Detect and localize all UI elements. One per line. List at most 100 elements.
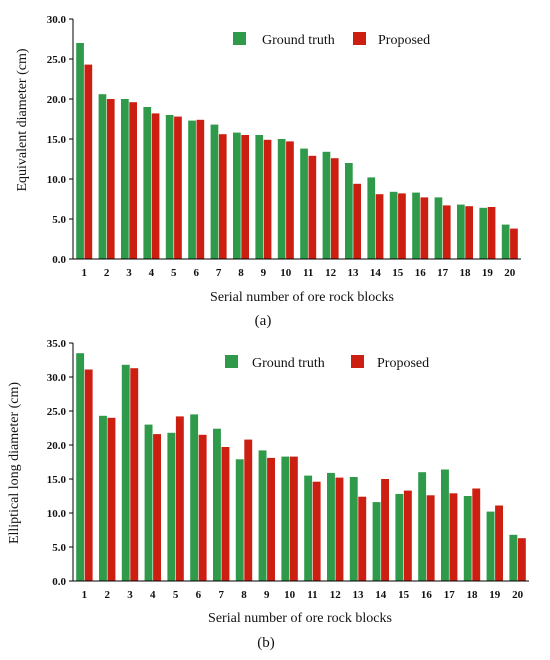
y-tick-label: 20.0 — [47, 440, 67, 452]
x-tick-label: 1 — [81, 267, 87, 279]
bar-ground-truth-8 — [233, 132, 241, 259]
legend-swatch-proposed — [353, 32, 366, 45]
x-tick-label: 2 — [104, 589, 110, 601]
bar-ground-truth-20 — [509, 534, 518, 581]
bar-ground-truth-18 — [457, 204, 465, 259]
x-tick-label: 17 — [437, 267, 449, 279]
x-tick-label: 12 — [330, 589, 342, 601]
y-tick-label: 5.0 — [52, 214, 66, 226]
bar-proposed-17 — [442, 205, 451, 259]
x-tick-label: 5 — [173, 589, 179, 601]
x-axis-label: Serial number of ore rock blocks — [210, 290, 394, 305]
bar-proposed-10 — [286, 141, 294, 259]
bar-ground-truth-2 — [99, 415, 107, 581]
bar-ground-truth-20 — [501, 224, 510, 259]
bar-proposed-14 — [381, 479, 389, 581]
bar-proposed-16 — [420, 197, 429, 259]
x-tick-label: 7 — [218, 589, 224, 601]
bar-proposed-7 — [218, 134, 227, 259]
figure-caption: (a) — [255, 313, 272, 329]
bar-ground-truth-12 — [322, 151, 331, 259]
x-tick-label: 7 — [216, 267, 222, 279]
x-tick-label: 13 — [348, 267, 360, 279]
bar-proposed-9 — [267, 457, 275, 581]
x-tick-label: 16 — [415, 267, 427, 279]
bar-ground-truth-2 — [98, 94, 107, 259]
y-tick-label: 25.0 — [47, 406, 67, 418]
x-tick-label: 19 — [489, 589, 501, 601]
x-tick-label: 20 — [504, 267, 516, 279]
bar-proposed-5 — [174, 116, 182, 259]
x-tick-label: 20 — [512, 589, 524, 601]
bar-ground-truth-3 — [121, 99, 129, 259]
bar-proposed-13 — [358, 496, 367, 581]
y-tick-label: 30.0 — [47, 14, 67, 26]
bar-proposed-2 — [106, 99, 115, 259]
bar-ground-truth-16 — [418, 472, 427, 581]
y-tick-label: 0.0 — [52, 576, 66, 588]
y-tick-label: 10.0 — [47, 174, 67, 186]
bar-proposed-8 — [241, 135, 249, 259]
x-tick-label: 5 — [171, 267, 177, 279]
x-tick-label: 16 — [421, 589, 433, 601]
bar-proposed-13 — [353, 183, 361, 259]
y-tick-label: 15.0 — [47, 134, 67, 146]
x-tick-label: 15 — [392, 267, 404, 279]
bar-proposed-14 — [375, 194, 384, 259]
bar-ground-truth-18 — [463, 496, 472, 581]
bar-proposed-18 — [465, 206, 473, 259]
x-tick-label: 8 — [238, 267, 244, 279]
x-tick-label: 14 — [375, 589, 387, 601]
bar-proposed-6 — [198, 434, 207, 581]
bar-ground-truth-15 — [389, 191, 398, 259]
x-tick-label: 10 — [284, 589, 296, 601]
y-tick-label: 30.0 — [47, 372, 67, 384]
bar-ground-truth-3 — [121, 364, 130, 581]
bar-proposed-9 — [263, 139, 272, 259]
bar-ground-truth-12 — [327, 472, 335, 581]
y-tick-label: 5.0 — [52, 542, 66, 554]
bar-ground-truth-9 — [258, 450, 267, 581]
bar-ground-truth-13 — [349, 477, 358, 581]
bar-proposed-16 — [426, 495, 435, 581]
bar-proposed-20 — [517, 538, 526, 581]
y-axis-label: Elliptical long diameter (cm) — [7, 382, 22, 544]
x-tick-label: 18 — [460, 267, 472, 279]
x-tick-label: 9 — [261, 267, 267, 279]
bar-proposed-11 — [312, 481, 321, 581]
bar-ground-truth-17 — [434, 197, 443, 259]
bar-ground-truth-17 — [441, 469, 449, 581]
bar-ground-truth-6 — [188, 120, 196, 259]
y-tick-label: 25.0 — [47, 54, 67, 66]
figure-caption: (b) — [257, 635, 275, 651]
legend-label-ground-truth: Ground truth — [252, 356, 325, 371]
bar-proposed-17 — [449, 493, 458, 581]
x-tick-label: 15 — [398, 589, 410, 601]
legend-label-proposed: Proposed — [377, 356, 429, 371]
x-tick-label: 6 — [193, 267, 199, 279]
y-tick-label: 15.0 — [47, 474, 67, 486]
bar-proposed-19 — [487, 207, 496, 259]
bar-ground-truth-19 — [479, 207, 488, 259]
legend-label-ground-truth: Ground truth — [262, 33, 335, 48]
bar-proposed-4 — [151, 113, 160, 260]
x-tick-label: 11 — [303, 267, 313, 279]
bar-ground-truth-1 — [76, 353, 85, 581]
legend-label-proposed: Proposed — [378, 33, 430, 48]
bar-proposed-5 — [175, 416, 184, 581]
bar-proposed-8 — [244, 439, 253, 581]
x-tick-label: 12 — [325, 267, 337, 279]
bar-proposed-15 — [403, 490, 412, 581]
bar-proposed-3 — [129, 102, 137, 259]
bar-ground-truth-11 — [300, 148, 308, 259]
x-tick-label: 8 — [241, 589, 247, 601]
bar-proposed-6 — [196, 119, 205, 259]
bar-ground-truth-6 — [190, 414, 199, 581]
x-tick-label: 6 — [196, 589, 202, 601]
x-tick-label: 9 — [264, 589, 270, 601]
x-tick-label: 18 — [467, 589, 479, 601]
x-tick-label: 1 — [82, 589, 88, 601]
y-tick-label: 0.0 — [52, 254, 66, 266]
chart-a: 0.05.010.015.020.025.030.01 2 3 4 5 6 7 8 9 10 11 1… — [15, 14, 521, 329]
